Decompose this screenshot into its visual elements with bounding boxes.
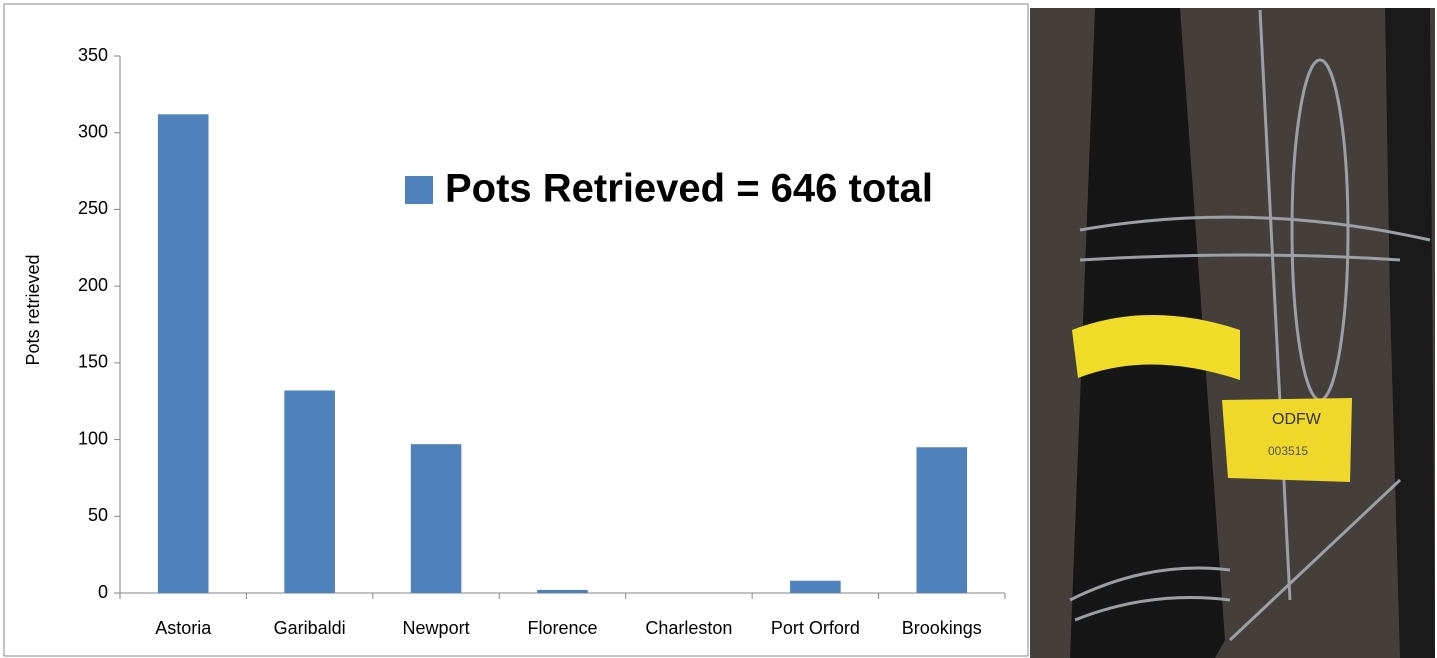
photo-tag-band: [1072, 315, 1240, 380]
legend-swatch: [405, 176, 433, 204]
bar: [790, 580, 841, 593]
y-tick-label: 0: [98, 582, 108, 602]
photo-tag: [1222, 398, 1352, 482]
bar: [916, 447, 968, 593]
bar: [410, 444, 462, 593]
photo-wires: [1069, 9, 1431, 642]
bar: [537, 589, 588, 593]
y-tick-label: 150: [78, 352, 108, 372]
bar: [157, 114, 209, 593]
x-tick-label: Astoria: [155, 618, 212, 638]
legend-label: Pots Retrieved = 646 total: [445, 167, 933, 211]
photo: ODFW 003515: [1030, 8, 1435, 658]
y-tick-label: 350: [78, 45, 108, 65]
x-tick-label: Florence: [527, 618, 597, 638]
x-tick-label: Newport: [403, 618, 470, 638]
bar: [284, 390, 335, 593]
y-tick-label: 100: [78, 428, 108, 448]
photo-tag-number: 003515: [1268, 444, 1308, 458]
chart-frame: [3, 3, 1029, 657]
y-tick-label: 200: [78, 275, 108, 295]
y-axis-label: Pots retrieved: [23, 254, 43, 365]
photo-pipe-right: [1385, 8, 1435, 658]
photo-tag-text: ODFW: [1272, 411, 1322, 428]
x-tick-label: Brookings: [902, 618, 982, 638]
y-tick-label: 50: [88, 505, 108, 525]
x-tick-label: Charleston: [645, 618, 732, 638]
x-tick-label: Garibaldi: [274, 618, 346, 638]
x-tick-label: Port Orford: [771, 618, 860, 638]
y-tick-label: 250: [78, 198, 108, 218]
y-tick-label: 300: [78, 121, 108, 141]
